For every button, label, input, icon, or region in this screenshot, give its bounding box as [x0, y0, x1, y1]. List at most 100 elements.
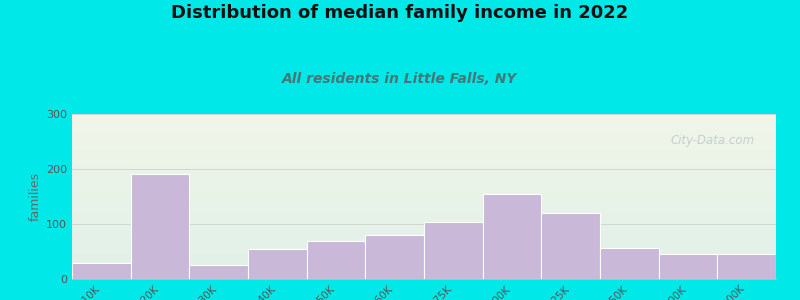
Bar: [72, 233, 776, 235]
Bar: [72, 114, 776, 116]
Bar: [72, 127, 776, 129]
Bar: [72, 134, 776, 135]
Bar: [72, 264, 776, 266]
Bar: [72, 226, 776, 228]
Bar: [72, 145, 776, 147]
Bar: [72, 208, 776, 210]
Bar: [72, 262, 130, 279]
Bar: [72, 230, 776, 231]
Bar: [72, 132, 776, 134]
Bar: [72, 254, 776, 256]
Bar: [72, 203, 776, 205]
Bar: [72, 236, 776, 238]
Text: City-Data.com: City-Data.com: [670, 134, 755, 147]
Bar: [72, 116, 776, 117]
Bar: [72, 213, 776, 214]
Bar: [72, 262, 776, 264]
Bar: [72, 218, 776, 220]
Bar: [72, 271, 776, 272]
Bar: [72, 191, 776, 193]
Bar: [72, 187, 776, 188]
Bar: [72, 223, 776, 224]
Bar: [72, 135, 776, 137]
Bar: [72, 137, 776, 139]
Bar: [72, 234, 776, 236]
Bar: [72, 117, 776, 119]
Bar: [72, 130, 776, 132]
Bar: [72, 185, 776, 187]
Bar: [424, 222, 482, 279]
Bar: [306, 241, 366, 279]
Bar: [72, 261, 776, 262]
Bar: [72, 216, 776, 218]
Bar: [190, 265, 248, 279]
Bar: [72, 177, 776, 178]
Bar: [72, 190, 776, 191]
Bar: [72, 139, 776, 140]
Bar: [72, 158, 776, 160]
Bar: [72, 206, 776, 208]
Bar: [72, 168, 776, 170]
Bar: [72, 214, 776, 216]
Bar: [72, 193, 776, 195]
Bar: [72, 196, 776, 198]
Bar: [72, 172, 776, 173]
Bar: [72, 188, 776, 190]
Bar: [72, 173, 776, 175]
Bar: [72, 246, 776, 247]
Bar: [72, 244, 776, 246]
Bar: [72, 274, 776, 276]
Bar: [72, 195, 776, 197]
Bar: [600, 248, 658, 279]
Bar: [72, 162, 776, 164]
Bar: [72, 165, 776, 167]
Bar: [130, 175, 190, 279]
Bar: [72, 200, 776, 201]
Bar: [542, 213, 600, 279]
Bar: [72, 266, 776, 268]
Bar: [72, 210, 776, 211]
Bar: [72, 272, 776, 274]
Bar: [72, 243, 776, 244]
Bar: [72, 182, 776, 183]
Bar: [72, 220, 776, 221]
Text: All residents in Little Falls, NY: All residents in Little Falls, NY: [282, 72, 518, 86]
Bar: [72, 157, 776, 158]
Bar: [72, 129, 776, 130]
Text: Distribution of median family income in 2022: Distribution of median family income in …: [171, 4, 629, 22]
Bar: [72, 142, 776, 144]
Bar: [72, 175, 776, 177]
Bar: [72, 164, 776, 165]
Y-axis label: families: families: [29, 172, 42, 221]
Bar: [72, 239, 776, 241]
Bar: [72, 152, 776, 154]
Bar: [72, 268, 776, 269]
Bar: [72, 178, 776, 180]
Bar: [72, 121, 776, 122]
Bar: [482, 194, 542, 279]
Bar: [72, 221, 776, 223]
Bar: [72, 276, 776, 277]
Bar: [718, 254, 776, 279]
Bar: [72, 259, 776, 261]
Bar: [72, 231, 776, 233]
Bar: [72, 248, 776, 249]
Bar: [72, 249, 776, 251]
Bar: [248, 249, 306, 279]
Bar: [72, 167, 776, 168]
Bar: [72, 183, 776, 185]
Bar: [72, 155, 776, 157]
Bar: [72, 201, 776, 203]
Bar: [72, 257, 776, 259]
Bar: [72, 119, 776, 121]
Bar: [72, 140, 776, 142]
Bar: [72, 122, 776, 124]
Bar: [72, 205, 776, 206]
Bar: [72, 154, 776, 155]
Bar: [72, 150, 776, 152]
Bar: [72, 269, 776, 271]
Bar: [658, 254, 718, 279]
Bar: [72, 124, 776, 125]
Bar: [72, 170, 776, 172]
Bar: [72, 147, 776, 148]
